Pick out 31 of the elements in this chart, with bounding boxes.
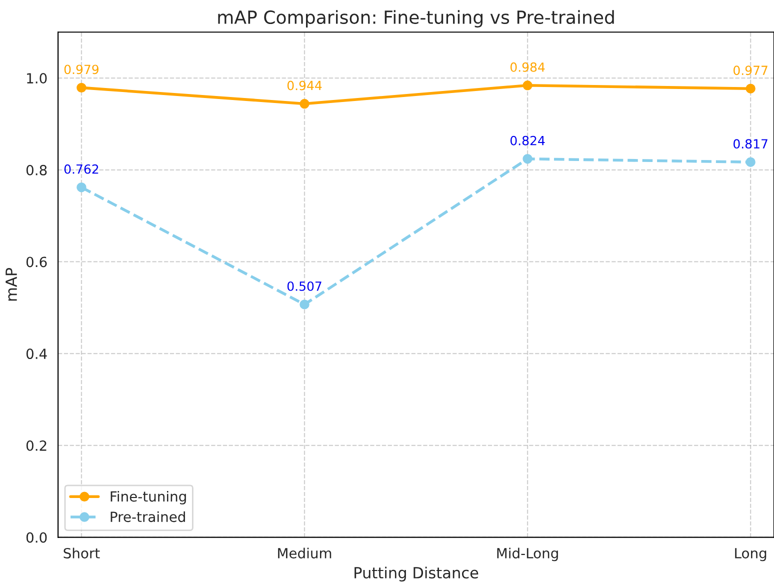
y-tick-label: 0.0 — [26, 532, 47, 543]
point — [300, 300, 310, 310]
x-tick-label: Mid-Long — [497, 548, 558, 562]
x-tick-label: Medium — [278, 548, 332, 558]
point — [746, 157, 756, 167]
y-tick-label: 0.2 — [26, 440, 46, 451]
point — [300, 98, 310, 109]
y-tick-label: 1.0 — [27, 73, 47, 84]
x-tick-label: Long — [735, 548, 766, 562]
legend-label: Pre-trained — [110, 511, 185, 522]
data-label: 0.944 — [287, 80, 322, 90]
legend-label: Fine-tuning — [110, 490, 186, 504]
y-tick-label: 0.4 — [26, 348, 47, 360]
data-label: 0.979 — [64, 64, 98, 74]
point — [522, 80, 532, 90]
data-label: 0.507 — [287, 281, 322, 291]
point — [76, 82, 86, 93]
point — [522, 154, 532, 164]
point — [76, 182, 86, 192]
chart-title: mAP Comparison: Fine-tuning vs Pre-trained — [218, 10, 614, 28]
y-tick-label: 0.8 — [26, 164, 47, 176]
data-label: 0.762 — [64, 164, 98, 174]
data-label: 0.817 — [734, 139, 768, 149]
x-axis-title: Putting Distance — [354, 566, 478, 582]
y-axis-title: mAP — [6, 268, 17, 301]
point — [746, 84, 756, 94]
y-tick-label: 0.6 — [26, 256, 47, 268]
data-label: 0.824 — [510, 136, 545, 146]
data-label: 0.984 — [510, 62, 545, 72]
x-tick-label: Short — [64, 548, 100, 558]
data-label: 0.977 — [734, 66, 768, 76]
